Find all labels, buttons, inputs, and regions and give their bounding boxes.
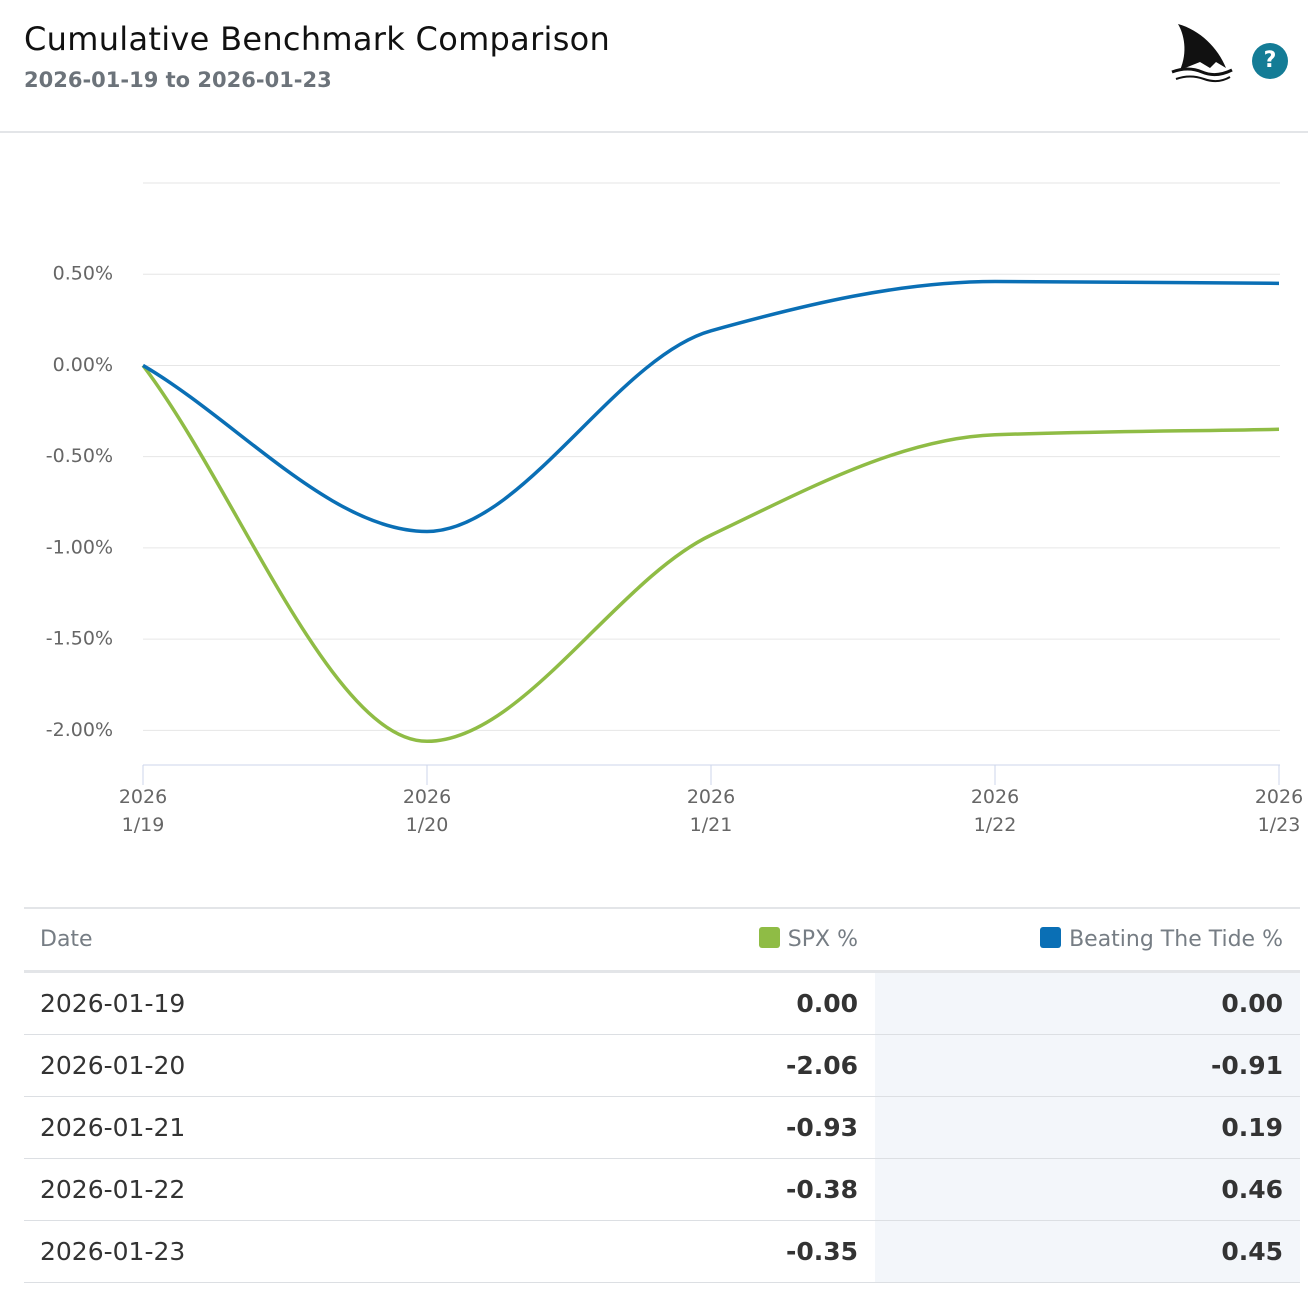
y-tick-label: 0.50% (53, 263, 113, 285)
date-cell: 2026-01-19 (40, 989, 186, 1018)
table-header: Date SPX % Beating The Tide % (24, 907, 1300, 973)
shade (875, 1221, 1300, 1282)
title: Cumulative Benchmark Comparison (24, 20, 611, 58)
value-cell: 0.46 (1221, 1175, 1283, 1204)
header-date: Date (40, 927, 93, 952)
y-tick-label: -0.50% (46, 445, 113, 467)
value-cell: 0.45 (1221, 1237, 1283, 1266)
date-cell: 2026-01-20 (40, 1051, 186, 1080)
value-cell: -2.06 (785, 1051, 858, 1080)
shade (875, 1097, 1300, 1158)
table-row: 2026-01-19 0.00 0.00 (24, 973, 1300, 1035)
y-tick-label: -1.50% (46, 628, 113, 650)
x-tick-label: 2026 (119, 786, 167, 808)
date-cell: 2026-01-21 (40, 1113, 186, 1142)
shade (875, 1159, 1300, 1220)
x-tick-label: 2026 (403, 786, 451, 808)
value-cell: -0.38 (785, 1175, 858, 1204)
x-tick-label: 1/23 (1258, 814, 1301, 836)
table-row: 2026-01-22 -0.38 0.46 (24, 1159, 1300, 1221)
legend-swatch (1040, 927, 1062, 948)
x-tick-label: 2026 (971, 786, 1019, 808)
subtitle: 2026-01-19 to 2026-01-23 (24, 68, 332, 92)
x-tick-label: 1/20 (406, 814, 449, 836)
date-cell: 2026-01-22 (40, 1175, 186, 1204)
logo (1171, 24, 1233, 83)
table-row: 2026-01-23 -0.35 0.45 (24, 1221, 1300, 1283)
value-cell: 0.00 (796, 989, 858, 1018)
y-tick-label: -2.00% (46, 719, 113, 741)
x-tick-label: 1/22 (974, 814, 1017, 836)
x-tick-label: 2026 (1255, 786, 1303, 808)
x-tick-label: 1/21 (690, 814, 733, 836)
y-tick-label: -1.00% (46, 536, 113, 558)
legend-entry: SPX % (758, 909, 858, 970)
legend-swatch (758, 927, 780, 948)
value-cell: -0.93 (785, 1113, 858, 1142)
shade (875, 973, 1300, 1034)
table-row: 2026-01-21 -0.93 0.19 (24, 1097, 1300, 1159)
value-cell: -0.91 (1210, 1051, 1283, 1080)
y-tick-label: 0.00% (53, 354, 113, 376)
legend-label: SPX % (787, 927, 858, 952)
value-cell: -0.35 (785, 1237, 858, 1266)
series-line (141, 364, 1280, 744)
date-cell: 2026-01-23 (40, 1237, 186, 1266)
legend-label: Beating The Tide % (1069, 927, 1283, 952)
value-cell: 0.19 (1221, 1113, 1283, 1142)
legend-entry: Beating The Tide % (1040, 909, 1283, 970)
data-table: Date SPX % Beating The Tide % 2026-01-19 0… (24, 907, 1300, 1283)
value-cell: 0.00 (1221, 989, 1283, 1018)
shade (875, 1035, 1300, 1096)
separator (0, 131, 1308, 133)
chart: -2.00% -1.50% -1.00% -0.50% 0.00% 0.50% 2026 1/… (46, 182, 1303, 836)
table-row: 2026-01-20 -2.06 -0.91 (24, 1035, 1300, 1097)
x-tick-label: 1/19 (122, 814, 165, 836)
help-button[interactable]: ? (1252, 43, 1288, 79)
x-tick-label: 2026 (687, 786, 735, 808)
series-line (142, 279, 1280, 534)
